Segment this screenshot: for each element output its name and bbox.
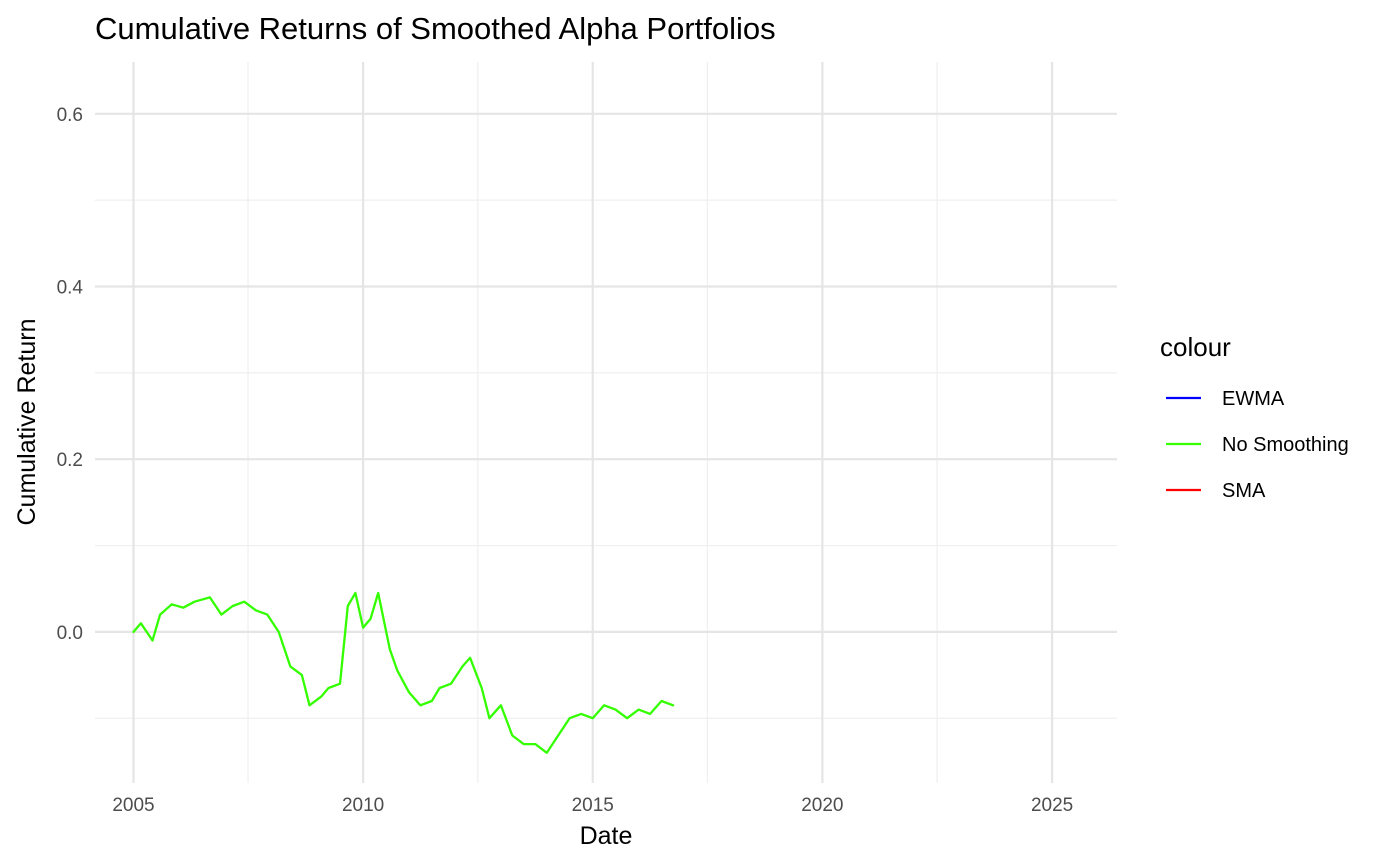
legend-label-sma: SMA <box>1222 480 1266 502</box>
x-tick-label: 2015 <box>572 795 614 816</box>
series-line-no-smoothing <box>132 591 675 754</box>
minor-gridlines <box>95 62 1117 783</box>
legend-label-ewma: EWMA <box>1222 388 1285 410</box>
legend-title: colour <box>1160 332 1231 362</box>
major-gridlines <box>95 62 1117 783</box>
x-axis-tick-labels: 2005 2010 2015 2020 2025 <box>112 795 1073 816</box>
y-tick-label: 0.6 <box>57 105 83 126</box>
y-tick-label: 0.0 <box>57 623 83 644</box>
legend-label-no-smoothing: No Smoothing <box>1222 434 1349 456</box>
legend: colour EWMA No Smoothing SMA <box>1160 332 1349 502</box>
y-tick-label: 0.4 <box>57 278 84 299</box>
x-axis-title: Date <box>580 822 633 850</box>
y-axis-title: Cumulative Return <box>13 318 41 525</box>
x-tick-label: 2005 <box>112 795 154 816</box>
chart-title: Cumulative Returns of Smoothed Alpha Por… <box>95 11 776 46</box>
x-tick-label: 2025 <box>1031 795 1073 816</box>
y-tick-label: 0.2 <box>57 450 83 471</box>
series-lines <box>132 591 675 754</box>
legend-entries: EWMA No Smoothing SMA <box>1166 388 1349 502</box>
x-tick-label: 2020 <box>801 795 843 816</box>
y-axis-tick-labels: 0.0 0.2 0.4 0.6 <box>57 105 84 644</box>
x-tick-label: 2010 <box>342 795 384 816</box>
